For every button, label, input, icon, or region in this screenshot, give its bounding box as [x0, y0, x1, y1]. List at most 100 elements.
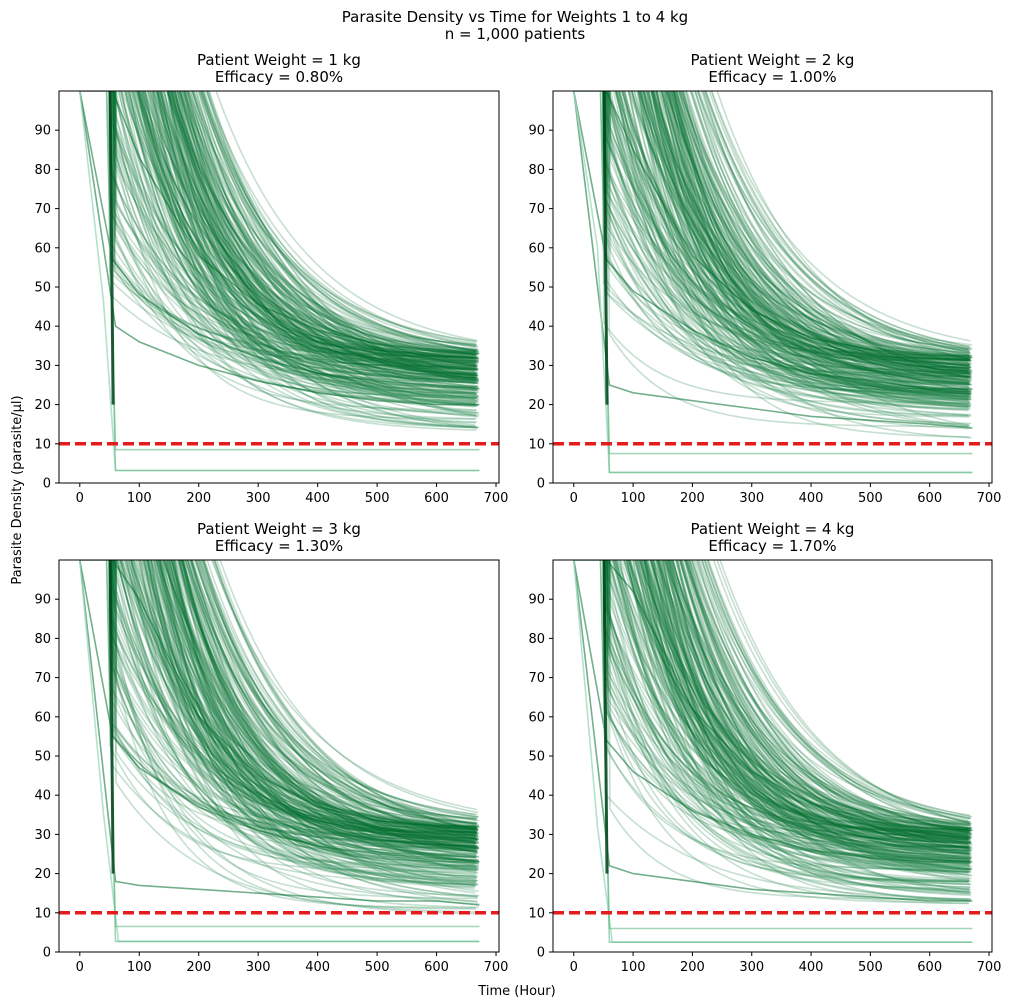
density-curve	[686, 560, 971, 825]
subplot-title-line2: Efficacy = 1.00%	[708, 68, 836, 86]
density-curve	[193, 91, 477, 373]
density-curve	[112, 91, 476, 389]
subplot-title-line1: Patient Weight = 4 kg	[691, 520, 855, 538]
density-curve	[156, 560, 477, 848]
density-curve	[116, 560, 479, 850]
density-curve	[115, 560, 478, 861]
density-curve	[681, 560, 970, 856]
density-curve	[189, 91, 478, 354]
density-curve	[111, 560, 479, 828]
density-curve	[651, 91, 972, 382]
density-curve	[219, 560, 479, 814]
y-tick-label: 80	[528, 632, 545, 647]
density-curve	[113, 91, 477, 429]
density-curve	[693, 560, 969, 831]
density-curve	[170, 91, 479, 379]
density-curve	[607, 560, 970, 865]
density-curve	[650, 91, 968, 363]
density-curve	[112, 560, 475, 842]
density-curve	[678, 91, 970, 381]
density-curve	[682, 91, 969, 374]
density-curve	[606, 560, 969, 845]
density-curve	[640, 91, 969, 395]
density-curve	[690, 560, 970, 833]
density-curve	[195, 560, 480, 822]
density-curve	[108, 560, 476, 856]
density-curve	[180, 560, 476, 821]
density-curve	[613, 560, 971, 832]
density-curve	[602, 560, 970, 854]
density-curve	[658, 91, 969, 391]
density-curve	[647, 560, 970, 839]
density-curve	[141, 91, 477, 377]
density-curve-sample	[79, 91, 480, 355]
density-curve	[168, 560, 478, 898]
density-curve	[149, 560, 478, 837]
density-curve	[618, 91, 971, 375]
density-curve	[151, 91, 478, 388]
density-curve	[703, 91, 973, 350]
density-curve	[606, 560, 970, 892]
density-curve	[647, 91, 972, 405]
density-curve	[188, 91, 476, 347]
density-curve	[607, 560, 970, 848]
density-curve	[612, 560, 972, 845]
density-curve	[691, 91, 970, 374]
density-curve	[676, 560, 971, 861]
density-curve	[603, 560, 970, 894]
density-curve	[612, 91, 971, 404]
density-curve	[638, 91, 972, 372]
density-curve	[165, 91, 476, 383]
density-curve	[650, 91, 970, 384]
density-curve	[156, 560, 477, 878]
density-curve	[638, 91, 970, 438]
density-curve	[690, 91, 970, 353]
density-curve	[173, 560, 478, 898]
density-curve	[634, 560, 972, 893]
density-curve	[128, 91, 478, 379]
density-curve	[152, 91, 478, 370]
density-curve	[184, 91, 478, 367]
density-curve	[627, 560, 971, 860]
density-curve	[667, 91, 969, 362]
density-curve	[113, 91, 477, 363]
density-curve	[604, 91, 971, 377]
density-curve	[142, 91, 476, 382]
density-curve	[614, 560, 970, 893]
density-curve	[606, 91, 969, 411]
density-curve	[137, 91, 475, 359]
density-curve	[162, 560, 476, 820]
x-tick-label: 300	[739, 491, 764, 506]
x-tick-label: 400	[305, 960, 330, 975]
density-curve	[679, 560, 970, 840]
density-curve	[178, 91, 478, 356]
density-curve	[710, 91, 971, 342]
density-curve	[642, 91, 969, 378]
density-curve	[665, 91, 972, 395]
density-curve	[201, 91, 477, 378]
density-curve	[135, 91, 479, 362]
density-curve	[642, 91, 972, 358]
density-curve	[608, 560, 971, 860]
density-curve	[112, 91, 476, 364]
density-curve	[194, 560, 475, 831]
y-tick-label: 40	[34, 789, 51, 804]
density-curve	[143, 560, 478, 845]
density-curve	[183, 91, 477, 417]
density-curve	[128, 91, 478, 368]
density-curve	[629, 560, 970, 866]
density-curve	[178, 560, 475, 847]
density-curve	[633, 560, 971, 871]
density-curve	[157, 560, 478, 848]
density-curve	[668, 560, 970, 882]
density-curve	[178, 91, 479, 364]
density-curve	[668, 560, 973, 837]
density-curve-sample	[79, 560, 480, 863]
density-curve	[606, 91, 969, 398]
x-tick-label: 0	[570, 960, 578, 975]
density-curve	[678, 560, 970, 844]
density-curve	[606, 91, 969, 399]
density-curve	[190, 560, 478, 841]
density-curve	[201, 560, 479, 830]
density-curve	[172, 91, 478, 397]
